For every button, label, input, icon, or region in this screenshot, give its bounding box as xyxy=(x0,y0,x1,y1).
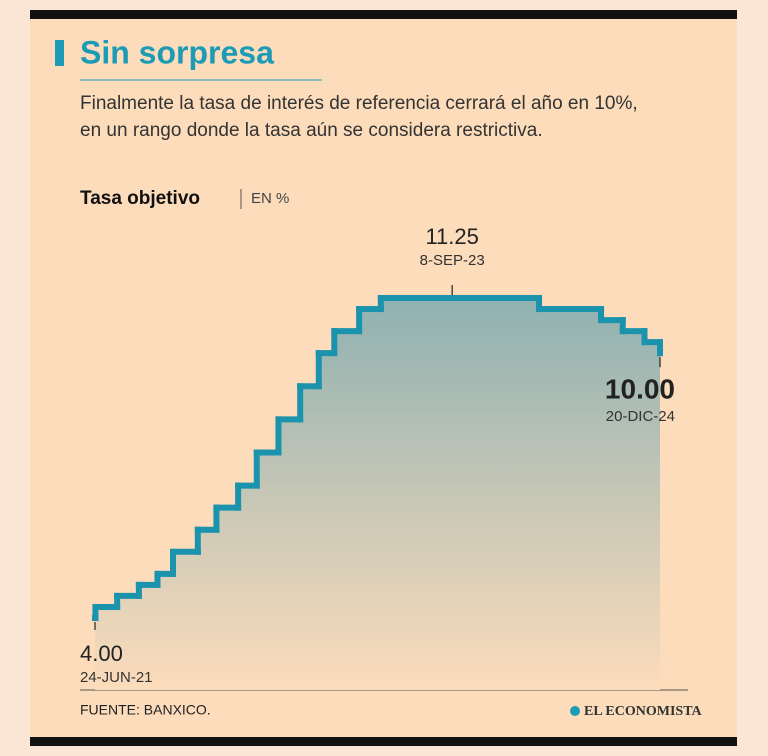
y-unit: EN % xyxy=(251,190,289,207)
annotation-date: 20-DIC-24 xyxy=(606,408,675,425)
annotation-value: 4.00 xyxy=(80,641,123,666)
top-rule xyxy=(30,10,737,19)
annotation-date: 24-JUN-21 xyxy=(80,669,153,686)
brand-icon xyxy=(570,706,580,716)
title-marker xyxy=(55,40,64,66)
bottom-rule xyxy=(30,737,737,746)
subtitle: en un rango donde la tasa aún se conside… xyxy=(80,120,543,141)
chart-title: Sin sorpresa xyxy=(80,34,274,70)
annotation-date: 8-SEP-23 xyxy=(420,252,485,269)
annotation-value: 11.25 xyxy=(425,224,478,249)
source: FUENTE: BANXICO. xyxy=(80,702,211,718)
brand: EL ECONOMISTA xyxy=(584,704,702,719)
annotation-value: 10.00 xyxy=(605,374,675,405)
area-fill xyxy=(95,298,660,690)
subtitle: Finalmente la tasa de interés de referen… xyxy=(80,93,638,114)
y-label: Tasa objetivo xyxy=(80,188,200,209)
plot: 4.00 24-JUN-21 11.25 8-SEP-23 10.00 20-DIC-24 xyxy=(80,224,675,690)
